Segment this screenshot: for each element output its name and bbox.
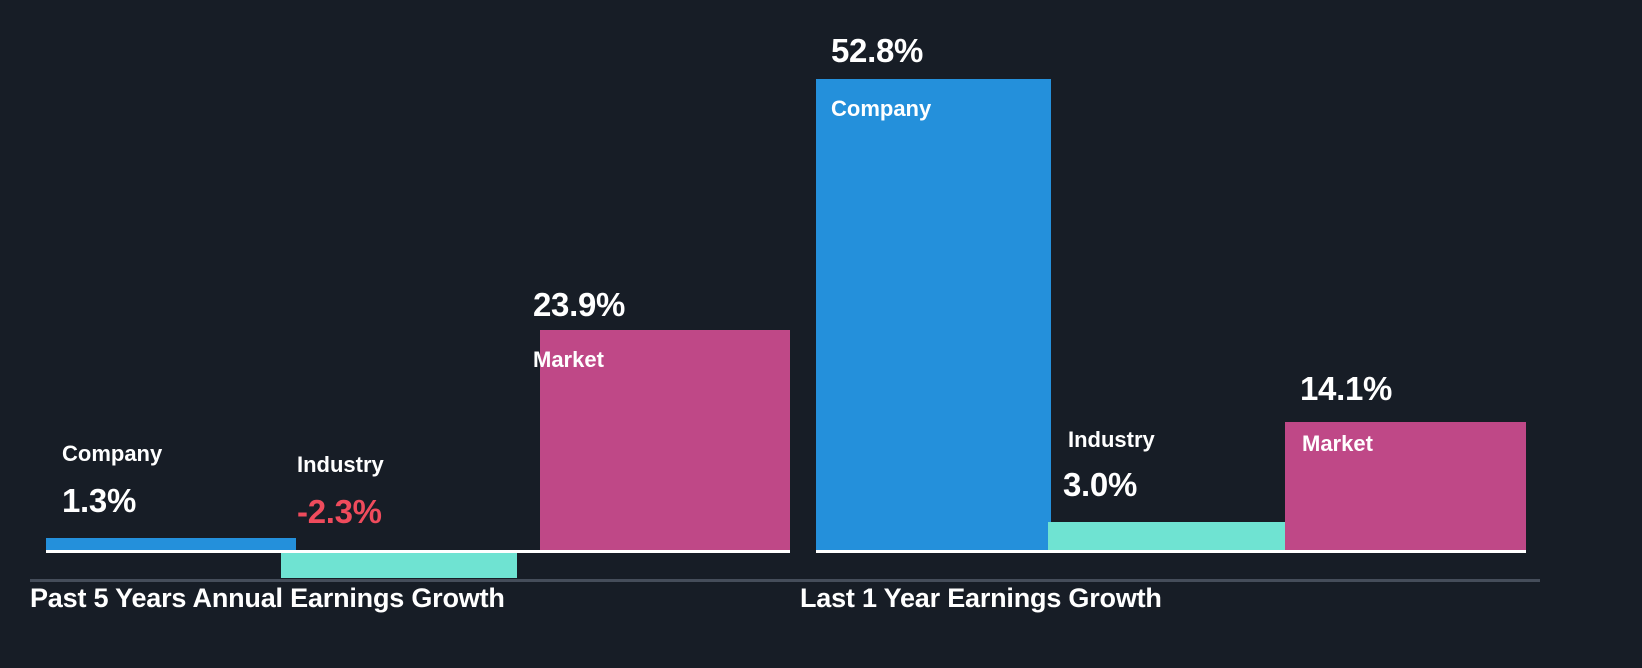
bar-company-left[interactable] xyxy=(46,538,296,550)
value-industry-right: 3.0% xyxy=(1063,466,1138,503)
plot-area-left xyxy=(0,0,800,550)
series-label-market-right: Market xyxy=(1302,431,1373,456)
chart-panel-last-1-year: 52.8% 3.0% 14.1% Company Industry Market… xyxy=(800,0,1642,668)
zero-line-left xyxy=(46,550,790,553)
plot-area-right xyxy=(800,0,1642,550)
chart-title-right: Last 1 Year Earnings Growth xyxy=(800,583,1162,613)
value-company-right: 52.8% xyxy=(831,32,924,69)
series-label-company-left: Company xyxy=(62,441,163,466)
series-label-company-right: Company xyxy=(831,96,932,121)
series-label-industry-right: Industry xyxy=(1068,427,1155,452)
axis-line-left xyxy=(30,579,805,582)
bar-market-left[interactable] xyxy=(540,330,790,550)
value-market-left: 23.9% xyxy=(533,286,626,323)
bar-market-right[interactable] xyxy=(1285,422,1526,550)
chart-panel-past-5-years: 1.3% -2.3% 23.9% Company Industry Market… xyxy=(0,0,805,668)
bar-industry-right[interactable] xyxy=(1048,522,1287,550)
series-label-industry-left: Industry xyxy=(297,452,384,477)
zero-line-right xyxy=(816,550,1526,553)
chart-title-left: Past 5 Years Annual Earnings Growth xyxy=(30,583,505,613)
bar-company-right[interactable] xyxy=(816,79,1051,550)
axis-line-right xyxy=(800,579,1540,582)
value-market-right: 14.1% xyxy=(1300,370,1393,407)
value-company-left: 1.3% xyxy=(62,482,137,519)
series-label-market-left: Market xyxy=(533,347,604,372)
value-industry-left: -2.3% xyxy=(297,493,382,530)
bar-industry-left[interactable] xyxy=(281,553,517,578)
